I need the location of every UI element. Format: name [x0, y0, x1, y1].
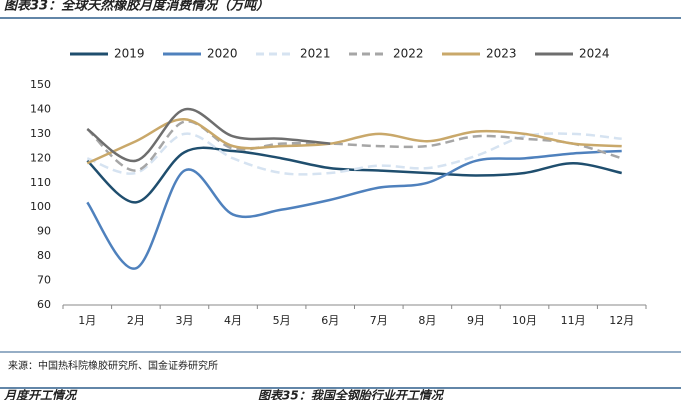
y-tick-label: 130 [30, 127, 51, 140]
y-tick-label: 120 [30, 151, 51, 164]
legend-label: 2024 [579, 47, 610, 61]
series-line [86, 132, 622, 176]
footer-left: 月度开工情况 [3, 389, 78, 400]
x-tick-label: 1月 [78, 314, 96, 327]
y-tick-label: 80 [37, 249, 51, 262]
series-line [86, 120, 623, 172]
legend-label: 2020 [207, 47, 238, 61]
x-tick-label: 10月 [512, 314, 537, 327]
x-tick-label: 8月 [418, 314, 436, 327]
figure-title: 图表33：全球天然橡胶月度消费情况（万吨） [4, 0, 269, 14]
legend-label: 2021 [300, 47, 331, 61]
footer-right: 图表35：我国全钢胎行业开工情况 [258, 389, 445, 400]
x-tick-label: 5月 [273, 314, 291, 327]
y-tick-label: 70 [37, 274, 51, 287]
y-tick-label: 140 [30, 102, 51, 115]
y-tick-label: 100 [30, 200, 51, 213]
legend-label: 2019 [114, 47, 145, 61]
x-tick-label: 7月 [370, 314, 388, 327]
series-line [86, 107, 331, 163]
series-line [86, 149, 622, 270]
x-tick-label: 3月 [175, 314, 193, 327]
legend-label: 2023 [486, 47, 517, 61]
x-tick-label: 11月 [561, 314, 586, 327]
x-tick-label: 6月 [321, 314, 339, 327]
y-tick-label: 60 [37, 298, 51, 311]
x-tick-label: 2月 [127, 314, 145, 327]
y-tick-label: 110 [30, 176, 51, 189]
source-note: 来源：中国热科院橡胶研究所、国金证券研究所 [8, 359, 218, 372]
y-tick-label: 90 [37, 225, 51, 238]
x-tick-label: 4月 [224, 314, 242, 327]
series-line [86, 117, 622, 165]
x-tick-label: 12月 [609, 314, 634, 327]
y-tick-label: 150 [30, 78, 51, 91]
legend-label: 2022 [393, 47, 424, 61]
x-tick-label: 9月 [467, 314, 485, 327]
